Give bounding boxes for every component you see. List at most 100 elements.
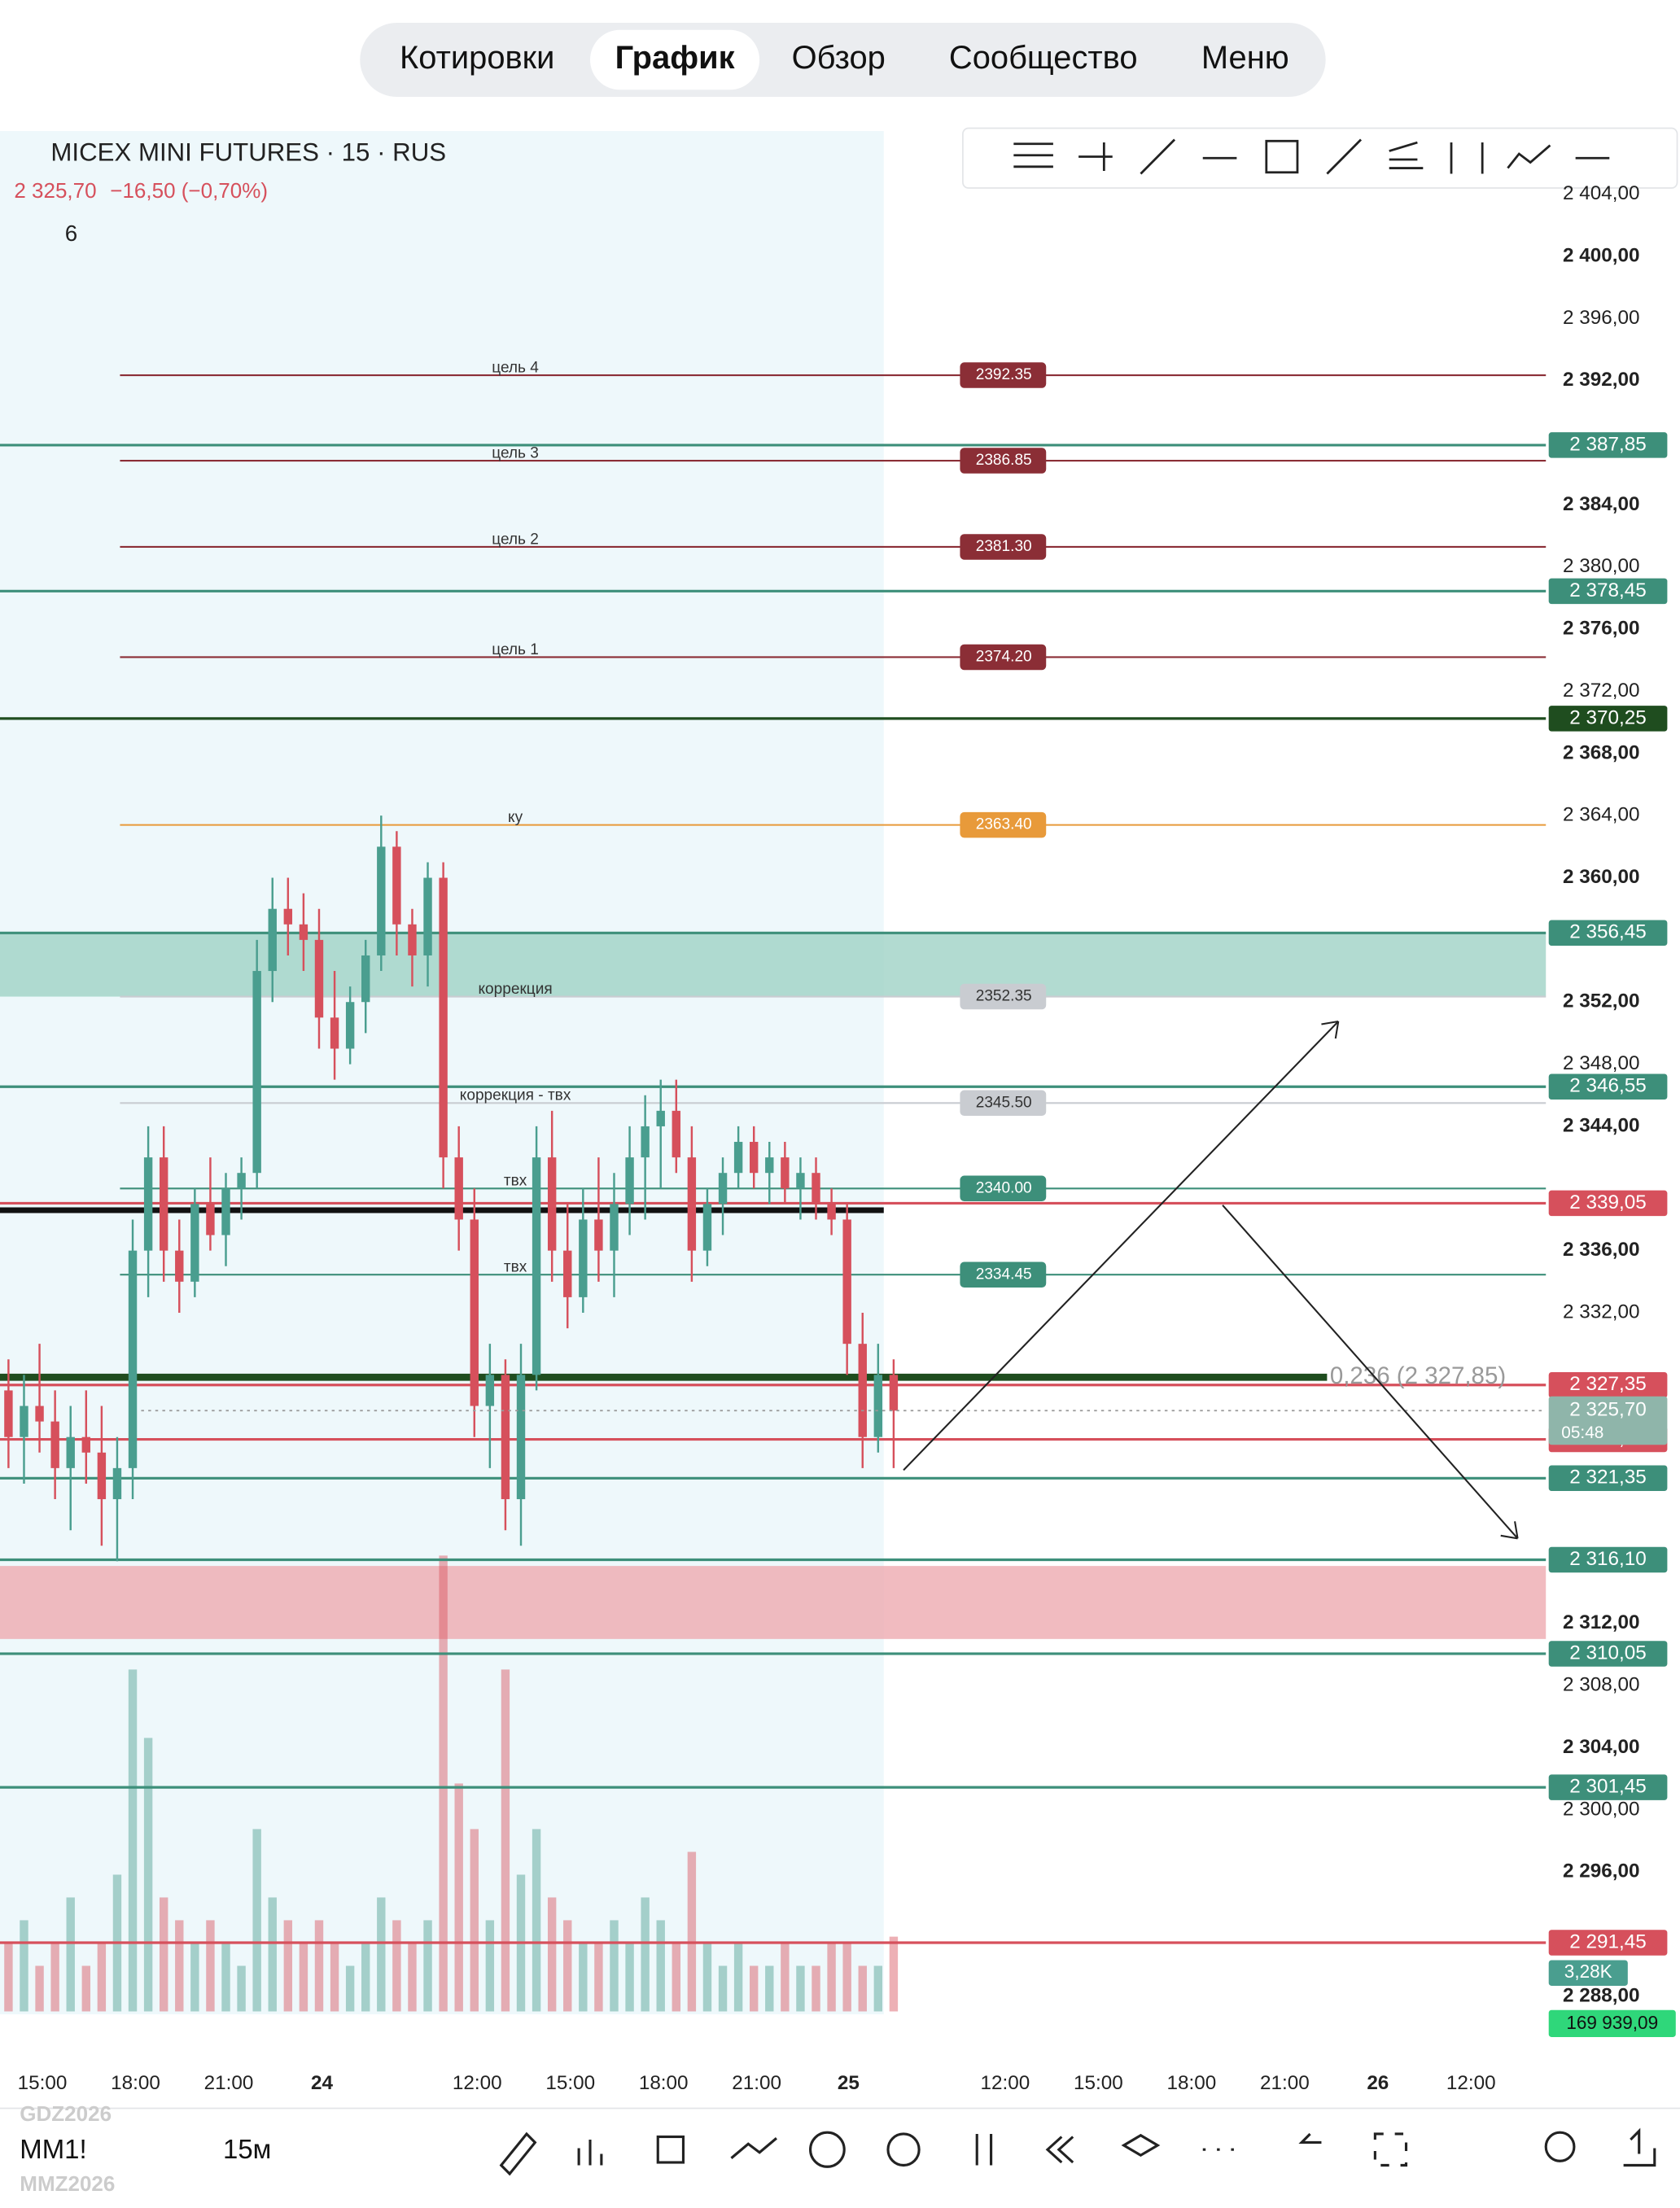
tool[interactable] — [1326, 138, 1362, 175]
tool[interactable] — [1140, 138, 1176, 175]
candle-body — [563, 1250, 572, 1297]
icon[interactable] — [1298, 2132, 1322, 2145]
icon[interactable] — [577, 2139, 603, 2166]
nav-tab[interactable]: Меню — [1201, 40, 1289, 76]
current-badge — [1548, 1396, 1668, 1445]
target-name: твх — [504, 1173, 527, 1190]
footer-interval[interactable]: 15м — [223, 2135, 271, 2165]
candle-body — [361, 955, 370, 1003]
footer-symbol[interactable]: MM1! — [20, 2135, 86, 2165]
tool[interactable] — [1078, 142, 1113, 172]
volume-bar — [175, 1920, 184, 2012]
volume-bar — [547, 1897, 557, 2012]
candle-body — [423, 877, 432, 955]
candle-body — [485, 1375, 495, 1406]
icon[interactable] — [1373, 2132, 1408, 2167]
nav-tab[interactable]: Обзор — [792, 40, 886, 76]
volume-badge — [1548, 1960, 1628, 1986]
icon[interactable] — [975, 2133, 993, 2166]
candle-body — [516, 1375, 526, 1500]
tool[interactable] — [1265, 139, 1299, 174]
nav-tab[interactable]: Котировки — [400, 40, 554, 76]
volume-bar — [268, 1897, 277, 2012]
icon[interactable] — [499, 2131, 537, 2176]
level-badge — [1548, 1073, 1668, 1100]
candle-body — [299, 924, 308, 940]
candle-body — [672, 1110, 681, 1158]
x-tick-label: 24 — [311, 2072, 333, 2094]
volume-bar — [361, 1943, 370, 2012]
volume-total: 169 939,09 — [1566, 2012, 1658, 2033]
level-label: 2 378,45 — [1569, 579, 1646, 601]
candle-body — [392, 846, 401, 925]
candle-body — [330, 1017, 339, 1049]
indicator-count[interactable]: 6 — [65, 221, 77, 246]
target-name: коррекция — [478, 981, 552, 998]
icon[interactable] — [1623, 2127, 1656, 2167]
volume-bar — [97, 1943, 107, 2012]
level-label: 2 316,10 — [1569, 1548, 1646, 1570]
candle-body — [439, 877, 448, 1158]
draw-toolbar — [962, 127, 1678, 189]
nav-tab[interactable]: График — [615, 40, 736, 76]
candle-body — [50, 1421, 59, 1468]
arrow — [903, 1020, 1340, 1471]
icon[interactable] — [656, 2135, 685, 2164]
nav-tab[interactable]: Сообщество — [949, 40, 1138, 76]
icon[interactable] — [809, 2131, 846, 2168]
icon[interactable] — [730, 2137, 777, 2159]
volume-bar — [345, 1965, 355, 2012]
target-badge — [960, 1090, 1047, 1117]
level-badge — [1548, 578, 1668, 605]
volume-bar — [470, 1829, 479, 2012]
tool[interactable] — [1450, 142, 1484, 174]
target-badge — [960, 448, 1047, 474]
watermark: GDZ2026 — [20, 2101, 112, 2126]
candle-body — [408, 924, 417, 955]
candle-body — [268, 908, 277, 972]
candle-body — [237, 1173, 246, 1189]
y-tick-label: 2 400,00 — [1563, 244, 1639, 266]
volume-bar — [221, 1943, 230, 2012]
candle-body — [733, 1142, 743, 1174]
y-tick-label: 2 352,00 — [1563, 990, 1639, 1012]
y-tick-label: 2 368,00 — [1563, 741, 1639, 763]
level-badge — [1548, 1465, 1668, 1492]
icon[interactable] — [1045, 2136, 1074, 2164]
x-tick-label: 25 — [838, 2072, 860, 2094]
volume-bar — [252, 1829, 261, 2012]
y-tick-label: 2 300,00 — [1563, 1798, 1639, 1820]
level-badge — [1548, 1371, 1668, 1398]
change: −16,50 (−0,70%) — [110, 178, 268, 203]
candle-body — [749, 1142, 759, 1174]
volume-bar — [439, 1555, 448, 2012]
level-badge — [1548, 706, 1668, 732]
icon[interactable] — [886, 2132, 921, 2167]
icon[interactable] — [1544, 2131, 1576, 2162]
candle-body — [812, 1173, 820, 1205]
level-label: 2 356,45 — [1569, 921, 1646, 943]
tool[interactable] — [1389, 141, 1424, 169]
icon[interactable] — [1121, 2133, 1161, 2158]
volume-bar — [423, 1920, 432, 2012]
volume-bar — [128, 1669, 138, 2012]
draw-tools — [1013, 138, 1610, 175]
volume-bar — [35, 1965, 44, 2012]
target-label: 2392.35 — [976, 366, 1032, 383]
candle-body — [470, 1219, 479, 1406]
candle-body — [283, 908, 293, 925]
candle-body — [345, 1002, 355, 1049]
candle-body — [66, 1436, 75, 1468]
x-tick-label: 12:00 — [981, 2072, 1030, 2094]
tool[interactable] — [1013, 142, 1053, 168]
volume-bar — [702, 1943, 712, 2012]
target-name: цель 1 — [492, 641, 539, 658]
volume-bar — [485, 1920, 495, 2012]
level-label: 2 327,35 — [1569, 1373, 1646, 1395]
tool[interactable] — [1507, 144, 1551, 169]
volume-bar — [765, 1965, 774, 2012]
candle-body — [873, 1375, 883, 1437]
volume-bar — [330, 1943, 339, 2012]
level-label: 2 291,45 — [1569, 1930, 1646, 1952]
